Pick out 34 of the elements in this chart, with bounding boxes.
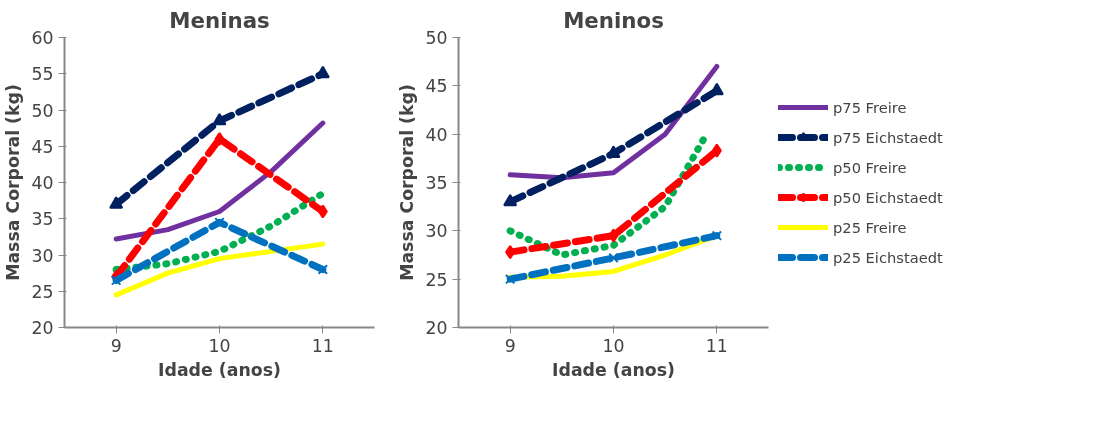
y-tick-label: 45 [31, 136, 54, 157]
x-tick-label: 10 [602, 335, 625, 356]
y-tick-label: 60 [31, 28, 54, 48]
y-tick-label: 40 [425, 124, 448, 145]
x-tick-label: 10 [208, 335, 231, 356]
y-tick-label: 25 [425, 269, 448, 290]
legend-label: p50 Freire [833, 158, 907, 176]
legend-label: p50 Eichstaedt [833, 188, 943, 206]
y-tick-label: 35 [425, 173, 448, 193]
y-tick-label: 20 [31, 318, 54, 338]
x-tick-label: 9 [504, 335, 516, 356]
y-tick-label: 55 [31, 64, 54, 85]
y-tick-label: 30 [425, 221, 448, 242]
chart-title: Meninas [169, 7, 270, 33]
x-tick-label: 9 [110, 335, 122, 356]
y-axis-title: Massa Corporal (kg) [3, 84, 24, 281]
legend-label: p25 Eichstaedt [833, 248, 943, 266]
y-tick-label: 45 [425, 76, 448, 97]
y-tick-label: 50 [425, 28, 448, 48]
x-tick-label: 11 [311, 335, 334, 356]
legend-label: p75 Eichstaedt [833, 128, 943, 146]
x-tick-label: 11 [705, 335, 728, 356]
y-tick-label: 25 [31, 281, 54, 302]
legend-label: p25 Freire [833, 218, 907, 236]
y-axis-title: Massa Corporal (kg) [397, 84, 418, 281]
y-tick-label: 20 [425, 318, 448, 338]
x-axis-title: Idade (anos) [158, 359, 281, 380]
legend-label: p75 Freire [833, 98, 907, 116]
y-tick-label: 35 [31, 209, 54, 230]
y-tick-label: 40 [31, 173, 54, 193]
y-tick-label: 30 [31, 245, 54, 266]
y-tick-label: 50 [31, 100, 54, 121]
x-axis-title: Idade (anos) [552, 359, 675, 380]
chart-title: Meninos [563, 7, 664, 33]
